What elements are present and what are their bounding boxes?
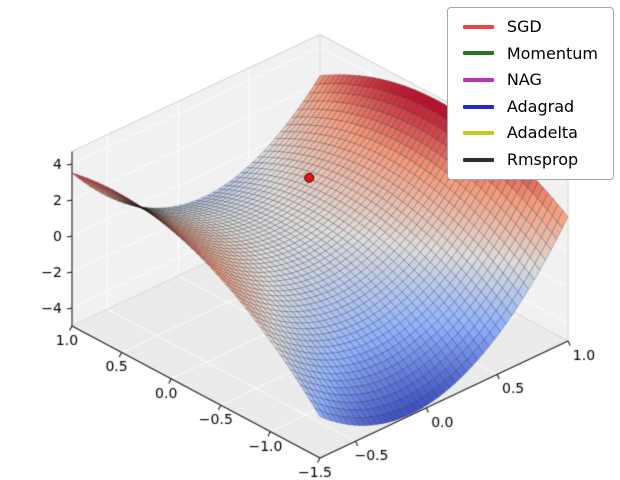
legend-label: Rmsprop: [506, 149, 579, 169]
legend-label: Momentum: [506, 43, 598, 63]
legend-line-swatch: [462, 131, 494, 136]
legend: SGD Momentum NAG Adagrad Adadelta Rmsprop: [446, 7, 614, 180]
legend-line-swatch: [462, 157, 494, 162]
legend-line-swatch: [462, 104, 494, 109]
legend-line-swatch: [462, 51, 494, 56]
legend-entry: Adagrad: [462, 96, 598, 116]
legend-label: NAG: [506, 70, 542, 90]
legend-entry: NAG: [462, 70, 598, 90]
legend-line-swatch: [462, 77, 494, 82]
legend-entry: Momentum: [462, 43, 598, 63]
legend-line-swatch: [462, 24, 494, 29]
legend-entry: SGD: [462, 17, 598, 36]
legend-label: SGD: [506, 17, 542, 36]
legend-entry: Adadelta: [462, 123, 598, 143]
legend-label: Adadelta: [506, 123, 578, 143]
legend-label: Adagrad: [506, 96, 575, 116]
legend-entry: Rmsprop: [462, 149, 598, 169]
